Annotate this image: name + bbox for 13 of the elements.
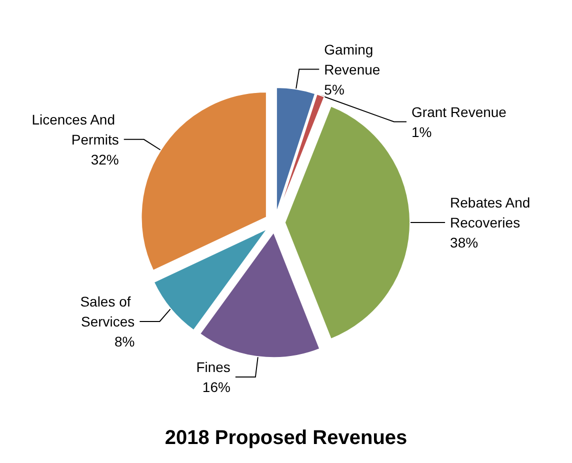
data-label: 38% (450, 234, 478, 251)
slice-label: Licences And Permits (32, 111, 119, 148)
data-label: 1% (412, 124, 432, 140)
slice-label: Sales of Services (80, 293, 135, 330)
data-label: 8% (114, 333, 135, 350)
data-label: 16% (202, 379, 230, 396)
slice-label: Fines (196, 359, 230, 376)
data-label: 32% (90, 151, 119, 168)
data-label: 5% (324, 81, 344, 98)
text: 2018 Proposed Revenues (164, 427, 408, 449)
slice-label: Gaming Revenue (324, 41, 380, 78)
slice-label: Rebates And Recoveries (450, 194, 534, 231)
slice-label: Grant Revenue (412, 104, 507, 120)
